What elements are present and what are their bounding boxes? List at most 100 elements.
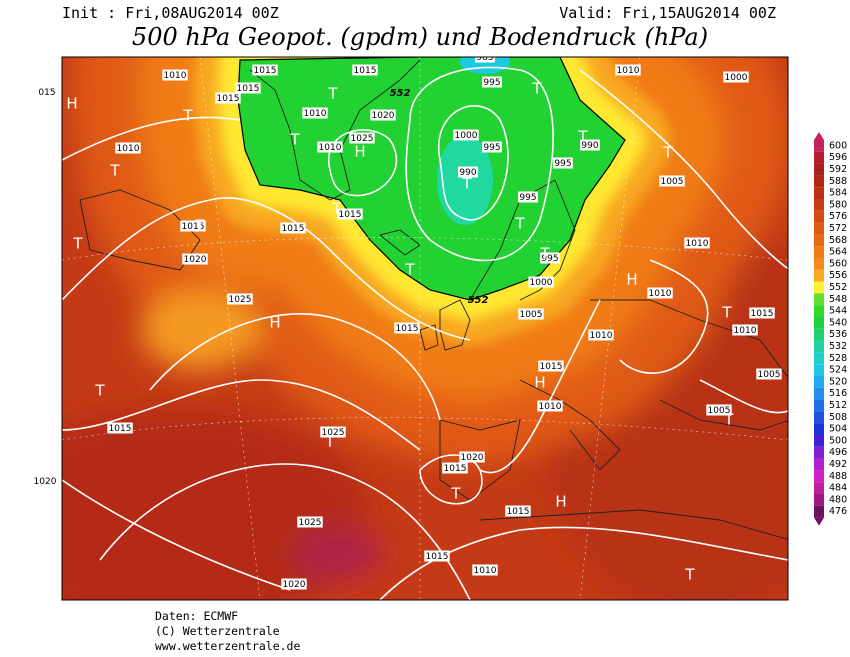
isobar-label: 995 <box>541 254 558 264</box>
isobar-label-box <box>482 76 502 88</box>
colorbar-swatch <box>814 482 824 494</box>
isobar-label-box <box>749 307 775 319</box>
pressure-center: T <box>721 304 732 322</box>
colorbar-label: 524 <box>829 365 847 376</box>
isobar-label-box <box>162 69 188 81</box>
pressure-center: T <box>684 566 695 584</box>
colorbar-swatch <box>814 411 824 424</box>
colorbar-label: 572 <box>829 223 847 234</box>
isobar-label-box <box>394 322 420 334</box>
colorbar-label: 580 <box>829 199 847 210</box>
isobar-label: 1010 <box>539 402 562 412</box>
colorbar-swatch <box>814 269 824 282</box>
isobar-label: 990 <box>581 141 598 151</box>
isobar-label: 1025 <box>229 295 252 305</box>
colorbar-label: 492 <box>829 459 847 470</box>
low-core <box>460 57 510 74</box>
colorbar-label: 484 <box>829 483 847 494</box>
isobar-label-box <box>472 564 498 576</box>
isobar-label-box <box>280 222 306 234</box>
low-core <box>437 135 493 225</box>
colorbar-cap <box>814 132 824 140</box>
isobar-label: 1015 <box>426 552 449 562</box>
colorbar-swatch <box>814 423 824 435</box>
isobar-label: 1015 <box>396 324 419 334</box>
isobar-label: 1000 <box>455 131 478 141</box>
isobar-label: 1010 <box>474 566 497 576</box>
colorbar-label: 480 <box>829 494 847 505</box>
colorbar-swatch <box>814 281 824 294</box>
isobar-label-box <box>453 129 479 141</box>
isobar-label: 1010 <box>649 289 672 299</box>
isobar-label: 1010 <box>319 143 342 153</box>
isobar-label: 1000 <box>725 73 748 83</box>
colorbar-swatch <box>814 151 824 164</box>
colorbar-label: 488 <box>829 471 847 482</box>
colorbar-swatch <box>814 352 824 365</box>
isobar-label-box <box>553 157 573 169</box>
colorbar-label: 596 <box>829 152 847 163</box>
isobar-label: 995 <box>554 159 571 169</box>
colorbar-swatch <box>814 305 824 317</box>
colorbar-swatch <box>814 364 824 376</box>
colorbar-swatch <box>814 458 824 471</box>
isobar-label: 1015 <box>354 66 377 76</box>
isobar-label-box <box>302 107 328 119</box>
colorbar-label: 548 <box>829 294 847 305</box>
isobar-label: 1015 <box>182 222 205 232</box>
isobar-label-box <box>540 252 560 264</box>
isobar-label: 1010 <box>164 71 187 81</box>
footer-line: www.wetterzentrale.de <box>155 639 300 653</box>
isobar-label: 1010 <box>304 109 327 119</box>
isobar-label-box <box>320 426 346 438</box>
colorbar: 6005965925885845805765725685645605565525… <box>814 132 847 526</box>
isobar-label-box <box>227 293 253 305</box>
colorbar-swatch <box>814 210 824 223</box>
init-time: Init : Fri,08AUG2014 00Z <box>62 4 279 22</box>
colorbar-label: 536 <box>829 329 847 340</box>
colorbar-swatch <box>814 340 824 353</box>
isobar-label-box <box>317 141 343 153</box>
pressure-center: T <box>327 85 338 103</box>
isobar-label-box <box>442 462 468 474</box>
isobar-label: 1010 <box>734 326 757 336</box>
colorbar-swatch <box>814 246 824 258</box>
pressure-center: H <box>66 95 77 113</box>
isobar-label: 1010 <box>617 66 640 76</box>
colorbar-label: 528 <box>829 353 847 364</box>
isobar-label-box <box>32 475 58 487</box>
isobar-label-box <box>659 175 685 187</box>
colorbar-label: 508 <box>829 412 847 423</box>
isobar-label: 1015 <box>507 507 530 517</box>
isobar-label: 1020 <box>283 580 306 590</box>
isobar-label: 1025 <box>351 134 374 144</box>
isobar-label-box <box>297 516 323 528</box>
colorbar-label: 500 <box>829 435 847 446</box>
isobar-label: 1005 <box>758 370 781 380</box>
isobar-label-box <box>352 64 378 76</box>
geopotential-label: 552 <box>468 295 489 306</box>
colorbar-swatch <box>814 505 824 518</box>
colorbar-swatch <box>814 399 824 412</box>
isobar-label-box <box>459 451 485 463</box>
colorbar-swatch <box>814 234 824 247</box>
pressure-center: T <box>72 235 83 253</box>
colorbar-swatch <box>814 222 824 235</box>
colorbar-swatch <box>814 328 824 341</box>
colorbar-label: 516 <box>829 388 847 399</box>
isobar-label-box <box>235 82 261 94</box>
pressure-center: T <box>194 217 205 235</box>
pressure-center: T <box>723 411 734 429</box>
isobar-label: 1015 <box>444 464 467 474</box>
isobar-label: 1020 <box>461 453 484 463</box>
isobar-label: 1020 <box>184 255 207 265</box>
pressure-center: T <box>461 175 472 193</box>
isobar-label: 1015 <box>751 309 774 319</box>
isobar-label: 1015 <box>237 84 260 94</box>
pressure-center: T <box>662 144 673 162</box>
colorbar-swatch <box>814 140 824 152</box>
isobar-label: 995 <box>519 193 536 203</box>
colorbar-label: 600 <box>829 140 847 151</box>
